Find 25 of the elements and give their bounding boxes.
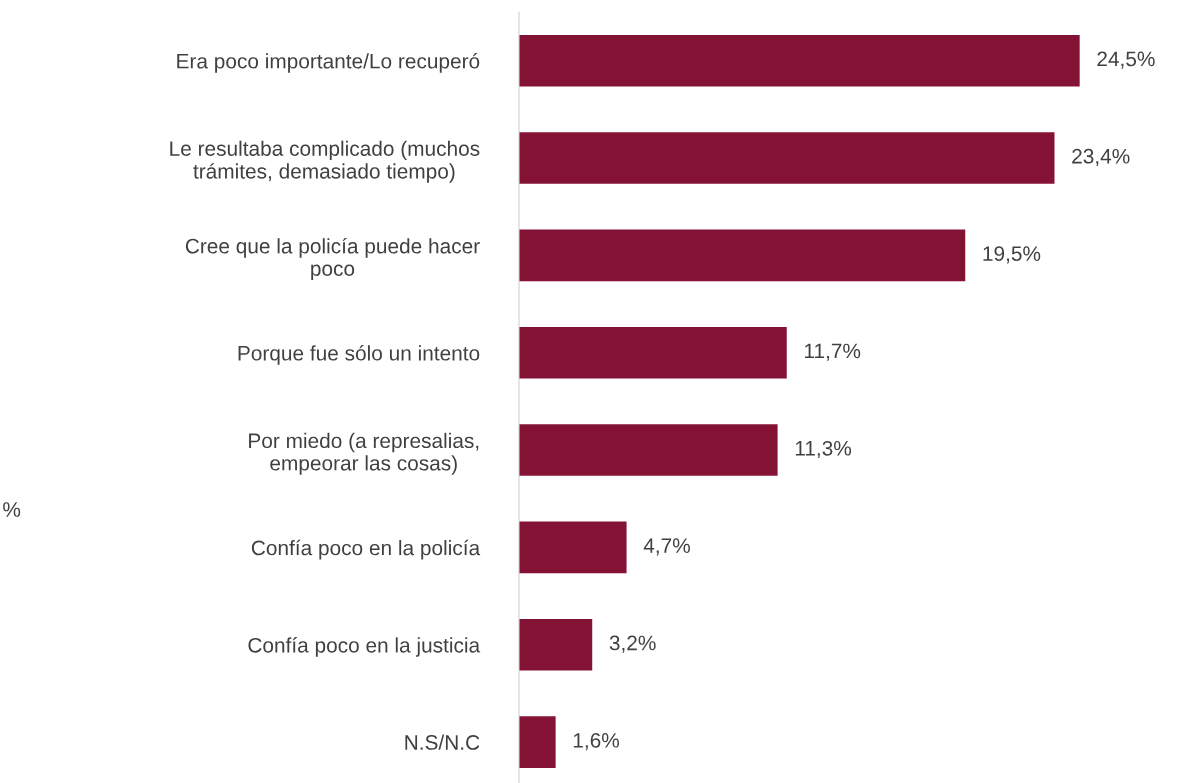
y-tick-label: Era poco importante/Lo recuperó [177,53,480,73]
data-label: 4,7% [643,538,690,556]
y-tick-label: Confía poco en la justicia [248,637,481,657]
data-label: 11,7% [805,343,861,361]
data-label: 23,4% [1072,148,1130,167]
text: % [3,502,21,517]
data-label: 24,5% [1097,51,1155,69]
data-label: 19,5% [983,246,1041,264]
y-tick-label: Cree que la policía puede hacer poco [185,237,480,281]
bar [519,424,778,476]
bar [519,326,787,379]
bar [519,132,1055,184]
y-tick-label: Por miedo (a represalias, empeorar las cosas) [249,432,479,475]
data-label: 3,2% [609,635,656,653]
y-tick-label: Confía poco en la policía [251,539,481,560]
y-tick-label: Le resultaba complicado (muchos trámites, demasiado tiempo) [170,140,480,183]
y-tick-label: N.S/N.C [405,734,480,750]
y-tick-label: Porque fue sólo un intento [238,345,480,365]
data-label: 11,3% [795,440,852,459]
bar [519,229,966,282]
bar [519,521,627,574]
bar [519,716,556,768]
bar [519,34,1080,87]
data-label: 1,6% [573,732,620,751]
bar [519,618,593,671]
